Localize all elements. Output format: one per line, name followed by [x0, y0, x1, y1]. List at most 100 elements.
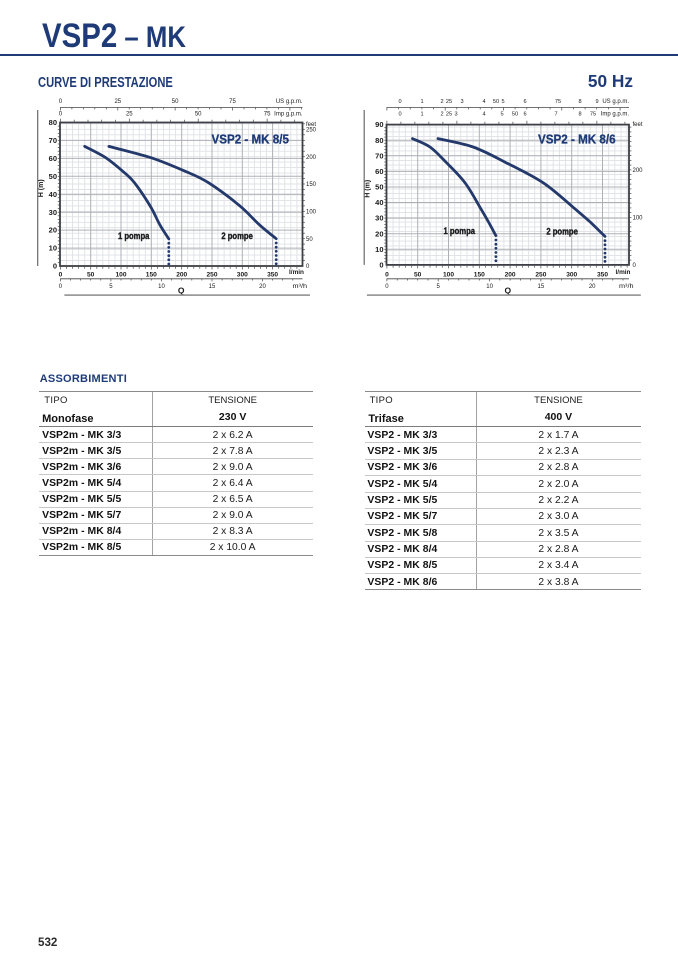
svg-text:80: 80 [375, 136, 383, 145]
svg-text:US g.p.m.: US g.p.m. [602, 99, 629, 105]
svg-text:15: 15 [538, 284, 545, 290]
svg-text:60: 60 [375, 167, 383, 176]
svg-text:50: 50 [87, 272, 95, 279]
svg-text:0: 0 [59, 99, 63, 105]
svg-text:2 pompe: 2 pompe [546, 226, 578, 236]
svg-text:20: 20 [589, 284, 596, 290]
svg-text:5: 5 [500, 112, 503, 118]
svg-text:10: 10 [486, 284, 493, 290]
svg-text:0: 0 [306, 264, 310, 270]
svg-text:1: 1 [420, 99, 423, 105]
svg-text:250: 250 [206, 272, 217, 279]
svg-text:200: 200 [306, 155, 317, 161]
svg-text:100: 100 [443, 272, 454, 279]
svg-text:300: 300 [237, 272, 248, 279]
svg-text:15: 15 [209, 284, 216, 290]
svg-text:80: 80 [49, 118, 57, 127]
svg-text:30: 30 [49, 208, 57, 217]
svg-text:6: 6 [523, 99, 526, 105]
svg-text:75: 75 [590, 112, 596, 118]
svg-text:20: 20 [259, 284, 266, 290]
svg-text:8: 8 [578, 99, 581, 105]
svg-text:30: 30 [375, 214, 383, 223]
svg-text:0: 0 [379, 261, 383, 270]
svg-text:150: 150 [306, 182, 317, 188]
svg-text:200: 200 [176, 272, 187, 279]
svg-text:0: 0 [385, 272, 389, 279]
svg-text:VSP2 - MK 8/5: VSP2 - MK 8/5 [211, 132, 289, 147]
svg-text:50: 50 [172, 99, 179, 105]
svg-text:25: 25 [114, 99, 121, 105]
svg-text:7: 7 [554, 112, 557, 118]
svg-text:100: 100 [115, 272, 126, 279]
svg-text:l/min: l/min [616, 269, 631, 276]
svg-text:25: 25 [126, 112, 133, 118]
svg-text:1: 1 [420, 112, 423, 118]
svg-text:m³/h: m³/h [293, 284, 308, 290]
svg-text:350: 350 [597, 272, 608, 279]
svg-text:9: 9 [595, 99, 598, 105]
svg-text:0: 0 [398, 99, 401, 105]
svg-text:0: 0 [385, 284, 389, 290]
svg-text:75: 75 [229, 99, 236, 105]
svg-text:4: 4 [482, 112, 485, 118]
svg-text:200: 200 [633, 168, 644, 174]
svg-text:350: 350 [267, 272, 278, 279]
svg-text:10: 10 [158, 284, 165, 290]
svg-text:feet: feet [633, 122, 643, 128]
svg-text:0: 0 [59, 284, 63, 290]
svg-text:5: 5 [501, 99, 504, 105]
svg-text:50: 50 [306, 237, 313, 243]
svg-text:50: 50 [375, 183, 383, 192]
svg-text:100: 100 [633, 216, 644, 222]
svg-text:10: 10 [49, 244, 57, 253]
svg-text:m³/h: m³/h [619, 284, 634, 290]
svg-text:50: 50 [512, 112, 518, 118]
svg-text:0: 0 [398, 112, 401, 118]
svg-text:2 pompe: 2 pompe [221, 231, 253, 241]
svg-text:H (m): H (m) [365, 180, 372, 198]
svg-text:70: 70 [49, 136, 57, 145]
svg-text:250: 250 [535, 272, 546, 279]
svg-text:8: 8 [578, 112, 581, 118]
svg-text:70: 70 [375, 151, 383, 160]
svg-text:300: 300 [566, 272, 577, 279]
svg-text:150: 150 [146, 272, 157, 279]
svg-text:6: 6 [523, 112, 526, 118]
svg-text:VSP2 - MK 8/6: VSP2 - MK 8/6 [538, 132, 616, 147]
svg-text:2: 2 [440, 99, 443, 105]
svg-text:l/min: l/min [289, 269, 304, 276]
svg-text:50: 50 [414, 272, 422, 279]
svg-text:60: 60 [49, 154, 57, 163]
svg-text:3: 3 [460, 99, 463, 105]
svg-text:150: 150 [474, 272, 485, 279]
svg-text:40: 40 [49, 190, 57, 199]
svg-text:Imp g.p.m.: Imp g.p.m. [601, 112, 630, 118]
svg-text:25: 25 [446, 99, 452, 105]
svg-text:20: 20 [49, 226, 57, 235]
svg-text:feet: feet [306, 122, 316, 128]
svg-text:200: 200 [505, 272, 516, 279]
svg-text:90: 90 [375, 120, 383, 129]
svg-text:1 pompa: 1 pompa [118, 231, 150, 241]
svg-text:75: 75 [264, 112, 271, 118]
svg-text:50: 50 [493, 99, 499, 105]
svg-text:20: 20 [375, 229, 383, 238]
svg-text:250: 250 [306, 128, 317, 134]
svg-text:50: 50 [195, 112, 202, 118]
svg-text:40: 40 [375, 198, 383, 207]
svg-text:10: 10 [375, 245, 383, 254]
svg-text:2: 2 [440, 112, 443, 118]
svg-text:Q: Q [178, 286, 185, 296]
svg-text:3: 3 [454, 112, 457, 118]
svg-text:0: 0 [53, 262, 57, 271]
svg-text:H (m): H (m) [38, 179, 45, 197]
svg-text:50: 50 [49, 172, 57, 181]
svg-text:75: 75 [555, 99, 561, 105]
svg-text:Q: Q [504, 286, 511, 296]
svg-text:100: 100 [306, 210, 317, 216]
svg-text:Imp g.p.m.: Imp g.p.m. [274, 112, 303, 118]
svg-text:25: 25 [446, 112, 452, 118]
svg-text:0: 0 [59, 112, 63, 118]
svg-text:4: 4 [482, 99, 485, 105]
